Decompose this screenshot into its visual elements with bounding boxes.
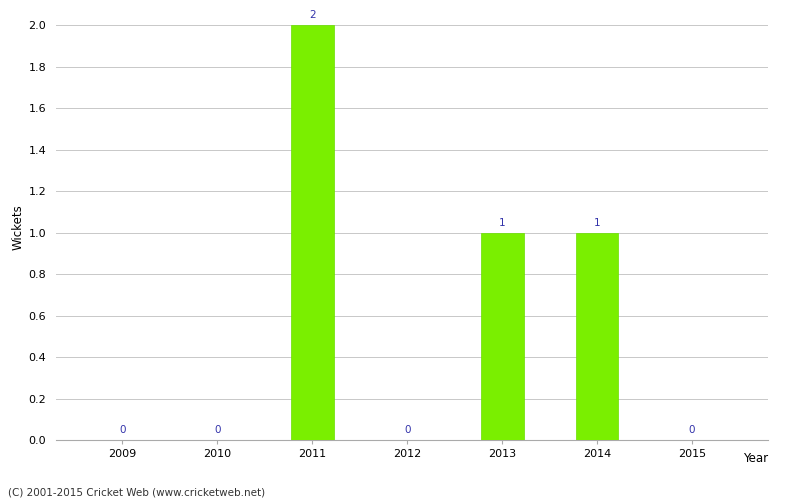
Text: 2: 2	[309, 10, 316, 20]
Text: Year: Year	[743, 452, 768, 465]
Text: 0: 0	[214, 425, 221, 435]
Text: 0: 0	[404, 425, 410, 435]
Bar	[291, 26, 334, 440]
Text: 0: 0	[689, 425, 695, 435]
Text: 1: 1	[594, 218, 601, 228]
Text: 0: 0	[119, 425, 126, 435]
Text: 1: 1	[499, 218, 506, 228]
Bar	[576, 232, 618, 440]
Bar	[481, 232, 523, 440]
Y-axis label: Wickets: Wickets	[11, 204, 24, 250]
Text: (C) 2001-2015 Cricket Web (www.cricketweb.net): (C) 2001-2015 Cricket Web (www.cricketwe…	[8, 488, 265, 498]
